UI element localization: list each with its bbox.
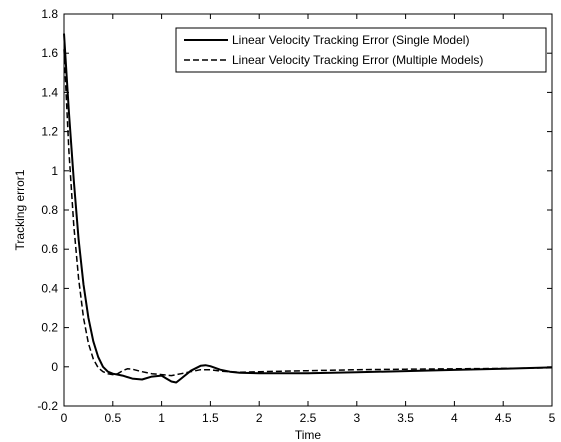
y-tick-label: 1.4 <box>41 85 58 99</box>
y-tick-label: 1.2 <box>41 125 58 139</box>
y-tick-label: 0.8 <box>41 203 58 217</box>
y-tick-label: 0.4 <box>41 281 58 295</box>
legend-box <box>175 27 547 73</box>
y-tick-label: 1.6 <box>41 46 58 60</box>
axis-ticks: 0 0.5 1 1.5 2 2.5 3 3.5 4 4.5 5-0.200.20.40.60.811… <box>37 7 555 425</box>
y-tick-label: 0.6 <box>41 242 58 256</box>
plot-area <box>63 13 553 407</box>
x-tick-label: 1 <box>158 411 165 425</box>
y-tick-label: 1.8 <box>41 7 58 21</box>
y-tick-label: 0.2 <box>41 321 58 335</box>
x-tick-label: 2 <box>256 411 263 425</box>
y-tick-label: 1 <box>51 164 58 178</box>
legend-label-single-model: Linear Velocity Tracking Error (Single M… <box>232 33 469 47</box>
x-tick-label: 5 <box>549 411 556 425</box>
y-tick-label: -0.2 <box>37 399 58 413</box>
legend-label-multiple-models: Linear Velocity Tracking Error (Multiple… <box>232 53 483 67</box>
x-tick-label: 0.5 <box>104 411 121 425</box>
y-axis-label: Tracking error1 <box>13 169 27 250</box>
x-tick-label: 3.5 <box>397 411 414 425</box>
series-line-multiple-models <box>63 49 553 377</box>
x-tick-label: 0 <box>61 411 68 425</box>
x-tick-label: 1.5 <box>202 411 219 425</box>
x-tick-label: 2.5 <box>300 411 317 425</box>
x-tick-label: 3 <box>353 411 360 425</box>
x-axis-label: Time <box>295 428 322 442</box>
legend: Linear Velocity Tracking Error (Single M… <box>175 27 547 73</box>
y-tick-label: 0 <box>51 360 58 374</box>
x-tick-label: 4 <box>451 411 458 425</box>
series-group <box>63 33 553 384</box>
x-tick-label: 4.5 <box>495 411 512 425</box>
series-line-single-model <box>63 33 553 384</box>
